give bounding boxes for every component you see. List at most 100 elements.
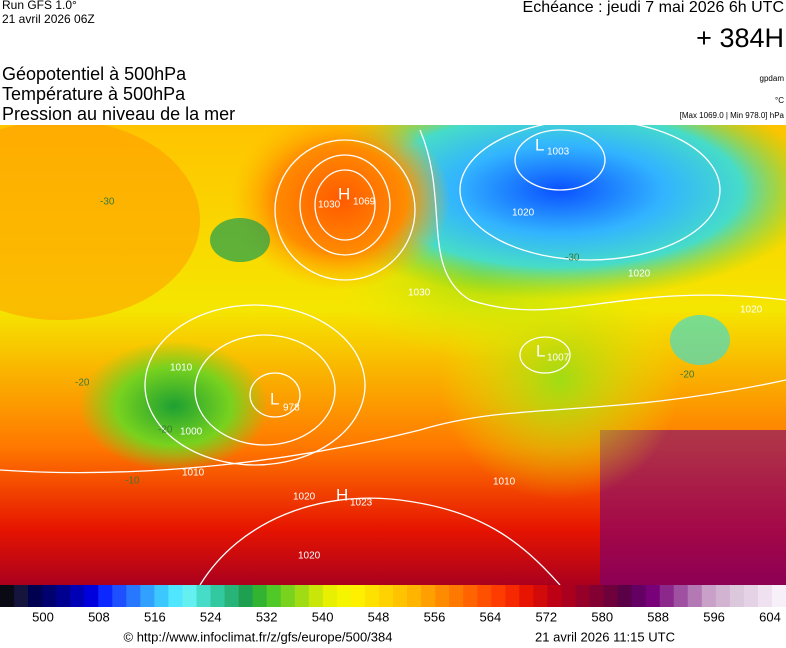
center-kind: L [535, 135, 544, 154]
color-swatch [294, 585, 310, 607]
contour-label: 1020 [512, 208, 535, 219]
color-swatch [589, 585, 605, 607]
color-scale: 500 508 516 524 532 540 548 556 564 572 580 588 596 6… [0, 585, 786, 624]
scale-label: 524 [200, 609, 222, 624]
color-swatch [0, 585, 15, 607]
color-swatch [224, 585, 240, 607]
color-swatch [98, 585, 113, 607]
color-swatch [771, 585, 786, 607]
center-kind: H [338, 184, 350, 203]
scale-label: 556 [424, 609, 446, 624]
scale-label: 572 [535, 609, 557, 624]
color-swatch [266, 585, 282, 607]
title: Géopotentiel à 500hPa [2, 64, 187, 84]
color-swatch [617, 585, 633, 607]
color-swatch [533, 585, 548, 607]
center-kind: H [336, 485, 348, 504]
unit: °C [775, 96, 784, 105]
run: Run GFS 1.0° [2, 0, 77, 12]
scale-label: 516 [144, 609, 166, 624]
unit: gpdam [760, 74, 785, 83]
color-swatch [126, 585, 141, 607]
title: Température à 500hPa [2, 84, 186, 104]
color-swatch [364, 585, 380, 607]
color-swatch [336, 585, 352, 607]
color-swatch [350, 585, 366, 607]
center-kind: L [270, 389, 279, 408]
scale-label: 604 [759, 609, 781, 624]
generated: 21 avril 2026 11:15 UTC [535, 629, 675, 644]
color-swatch [322, 585, 338, 607]
scale-label: 580 [591, 609, 613, 624]
color-swatch [154, 585, 169, 607]
scale-label: 564 [480, 609, 502, 624]
contour-label: 1020 [740, 305, 763, 316]
contour-label: 1020 [298, 551, 321, 562]
scale-label: 588 [647, 609, 669, 624]
color-swatch [491, 585, 506, 607]
color-swatch [715, 585, 731, 607]
temp-label: -20 [75, 378, 90, 389]
color-swatch [378, 585, 394, 607]
color-swatch [112, 585, 127, 607]
color-swatch [463, 585, 478, 607]
center-value: 1003 [547, 147, 570, 158]
color-swatch [547, 585, 562, 607]
center-value: 978 [283, 403, 300, 414]
run-date: 21 avril 2026 06Z [2, 12, 95, 26]
color-swatch [505, 585, 520, 607]
color-swatch [575, 585, 590, 607]
isobars [0, 125, 786, 585]
color-swatch [561, 585, 576, 607]
center-value: 1069 [353, 197, 376, 208]
color-swatch [687, 585, 703, 607]
contour-label: 1020 [628, 269, 651, 280]
lead-time: + 384H [696, 23, 784, 53]
color-swatch [393, 585, 408, 607]
color-swatch [477, 585, 492, 607]
contour-label: 1030 [318, 200, 341, 211]
color-swatch [631, 585, 647, 607]
scale-label: 548 [368, 609, 390, 624]
contour-label: 1010 [182, 468, 205, 479]
color-swatch [210, 585, 226, 607]
color-swatch [28, 585, 43, 607]
center-kind: L [536, 341, 545, 360]
color-swatch [743, 585, 759, 607]
contour-label: 1020 [293, 492, 316, 503]
color-swatch [56, 585, 71, 607]
color-swatch [182, 585, 197, 607]
title: Pression au niveau de la mer [2, 104, 235, 124]
temp-label: -30 [100, 197, 115, 208]
temp-label: -20 [158, 425, 173, 436]
color-swatch [196, 585, 212, 607]
contour-label: 1010 [493, 477, 516, 488]
color-swatch [701, 585, 717, 607]
scale-label: 540 [312, 609, 334, 624]
color-swatch [252, 585, 268, 607]
color-swatch [519, 585, 534, 607]
color-swatch [729, 585, 745, 607]
temp-label: -30 [565, 253, 580, 264]
scale-label: 596 [703, 609, 725, 624]
scale-label: 500 [32, 609, 54, 624]
color-swatch [168, 585, 183, 607]
color-swatch [435, 585, 450, 607]
color-swatch [14, 585, 29, 607]
color-swatch [84, 585, 99, 607]
map: H 1069 L 1003 L 978 L 1007 H 1023 1030 1… [0, 125, 786, 585]
scale-label: 508 [88, 609, 110, 624]
center-value: 1007 [547, 353, 570, 364]
color-swatch [140, 585, 155, 607]
color-swatch [238, 585, 254, 607]
color-swatch [70, 585, 85, 607]
temp-label: -20 [680, 370, 695, 381]
center-value: 1023 [350, 498, 373, 509]
contour-label: 1000 [180, 427, 203, 438]
color-swatch [407, 585, 422, 607]
source: © http://www.infoclimat.fr/z/gfs/europe/… [124, 629, 393, 644]
unit: [Max 1069.0 | Min 978.0] hPa [680, 111, 785, 120]
color-swatch [603, 585, 619, 607]
color-swatch [42, 585, 57, 607]
